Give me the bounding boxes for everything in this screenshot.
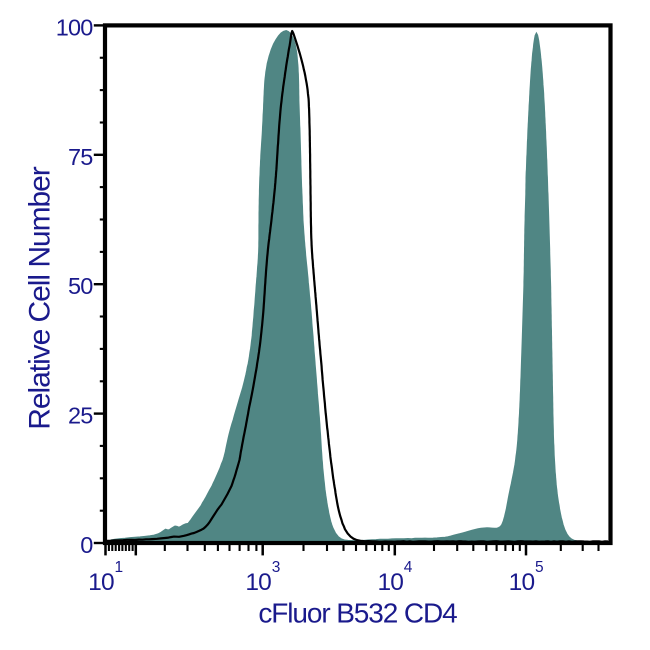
svg-text:1: 1 xyxy=(115,559,124,576)
svg-text:4: 4 xyxy=(404,559,413,576)
svg-text:10: 10 xyxy=(88,569,114,596)
svg-text:75: 75 xyxy=(68,144,93,170)
svg-text:100: 100 xyxy=(56,14,94,40)
svg-text:Relative Cell Number: Relative Cell Number xyxy=(24,166,57,429)
svg-text:0: 0 xyxy=(80,532,93,558)
svg-text:10: 10 xyxy=(245,569,271,596)
svg-text:10: 10 xyxy=(377,569,403,596)
svg-text:50: 50 xyxy=(68,273,93,299)
svg-text:25: 25 xyxy=(68,403,93,429)
svg-text:10: 10 xyxy=(509,569,535,596)
svg-text:3: 3 xyxy=(272,559,281,576)
svg-text:cFluor B532 CD4: cFluor B532 CD4 xyxy=(258,598,457,629)
svg-text:5: 5 xyxy=(535,559,544,576)
